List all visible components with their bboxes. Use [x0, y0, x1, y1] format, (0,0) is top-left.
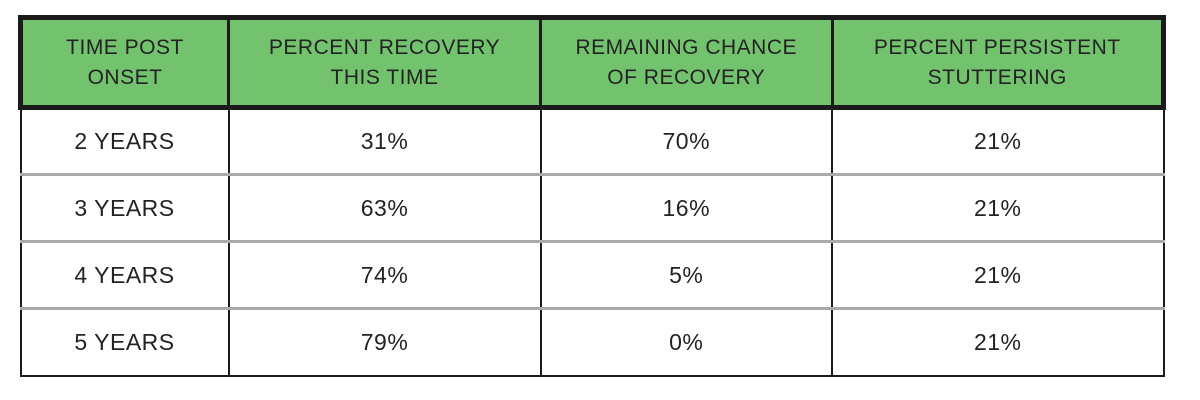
table-cell: 70%: [539, 107, 834, 175]
recovery-table-container: TIME POST ONSET PERCENT RECOVERY THIS TI…: [17, 15, 1166, 377]
table-cell: 63%: [227, 173, 542, 242]
table-row: 5 YEARS 79% 0% 21%: [19, 307, 1165, 376]
column-header-label: OF RECOVERY: [607, 65, 766, 89]
column-header-percent-recovery: PERCENT RECOVERY THIS TIME: [227, 15, 543, 110]
column-header-label: PERCENT RECOVERY: [268, 35, 501, 59]
table-cell: 21%: [831, 107, 1165, 175]
table-cell: 21%: [831, 173, 1165, 242]
table-header-row: TIME POST ONSET PERCENT RECOVERY THIS TI…: [17, 15, 1166, 110]
column-header-label: REMAINING CHANCE: [575, 35, 798, 59]
table-cell: 4 YEARS: [19, 240, 230, 309]
table-row: 4 YEARS 74% 5% 21%: [19, 240, 1165, 309]
column-header-percent-persistent: PERCENT PERSISTENT STUTTERING: [830, 15, 1166, 110]
column-header-label: ONSET: [87, 65, 163, 89]
column-header-label: TIME POST: [66, 35, 184, 59]
table-cell: 79%: [227, 307, 542, 376]
column-header-label: STUTTERING: [927, 65, 1067, 89]
column-header-label: PERCENT PERSISTENT: [873, 35, 1121, 59]
table-body: 2 YEARS 31% 70% 21% 3 YEARS 63% 16% 21% …: [19, 107, 1165, 376]
table-cell: 5 YEARS: [19, 307, 230, 376]
column-header-remaining-chance: REMAINING CHANCE OF RECOVERY: [539, 15, 834, 110]
table-cell: 5%: [539, 240, 834, 309]
table-row: 2 YEARS 31% 70% 21%: [19, 107, 1165, 175]
table-row: 3 YEARS 63% 16% 21%: [19, 173, 1165, 242]
column-header-time-post-onset: TIME POST ONSET: [17, 15, 231, 110]
table-cell: 74%: [227, 240, 542, 309]
column-header-label: THIS TIME: [330, 65, 439, 89]
stuttering-recovery-table: TIME POST ONSET PERCENT RECOVERY THIS TI…: [17, 15, 1166, 377]
table-cell: 16%: [539, 173, 834, 242]
table-cell: 2 YEARS: [19, 107, 230, 175]
table-cell: 21%: [831, 307, 1165, 376]
table-cell: 3 YEARS: [19, 173, 230, 242]
table-cell: 21%: [831, 240, 1165, 309]
table-cell: 0%: [539, 307, 834, 376]
table-cell: 31%: [227, 107, 542, 175]
